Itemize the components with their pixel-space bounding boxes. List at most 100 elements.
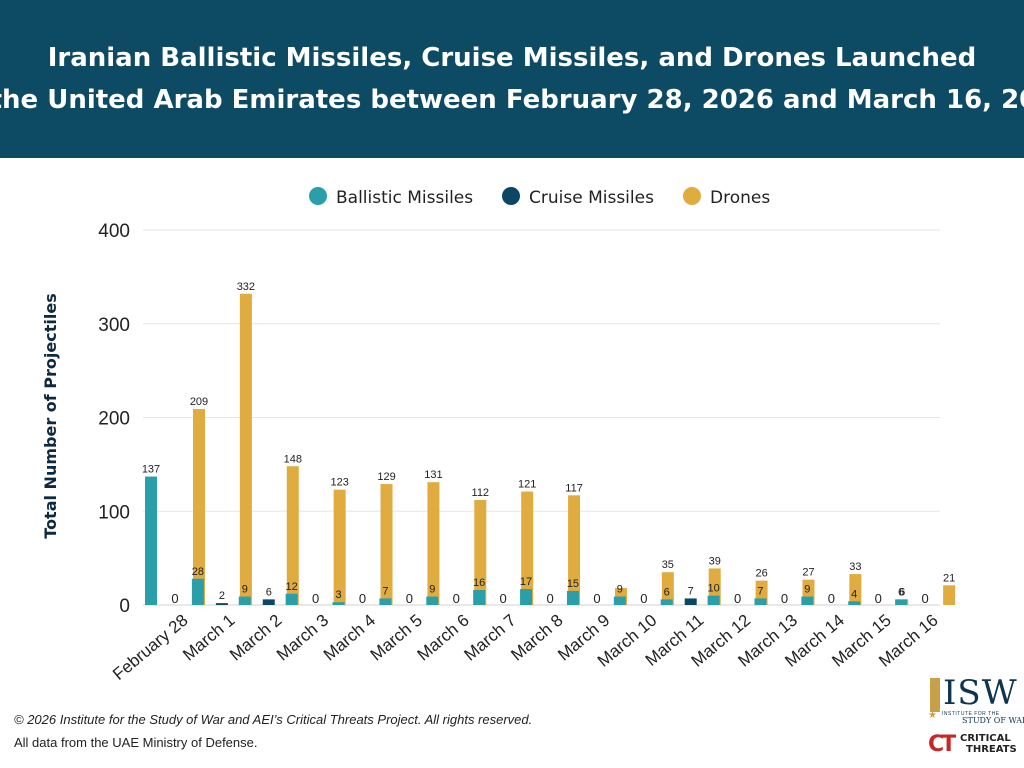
bar-ballistic-missiles: [191, 578, 204, 605]
bar-drones: [661, 572, 674, 605]
value-label: 0: [781, 591, 788, 606]
isw-subtitle-2: STUDY OF WAR: [962, 716, 1024, 725]
bar-ballistic-missiles: [801, 596, 814, 605]
value-label: 26: [755, 568, 767, 580]
bar-drones: [239, 293, 252, 605]
value-label: 33: [849, 561, 861, 573]
y-tick-label: 0: [119, 596, 130, 617]
value-label: 0: [593, 591, 600, 606]
value-label: 17: [520, 576, 532, 588]
bar-ballistic-missiles: [379, 598, 392, 605]
value-label: 121: [518, 479, 536, 491]
value-label: 9: [242, 584, 248, 596]
value-label: 0: [546, 591, 553, 606]
x-tick-label: March 2: [226, 611, 285, 665]
value-label: 0: [828, 591, 835, 606]
bar-drones: [427, 482, 440, 605]
copyright-notice: © 2026 Institute for the Study of War an…: [14, 712, 533, 727]
value-label: 123: [330, 477, 348, 489]
bar-ballistic-missiles: [754, 598, 767, 605]
bar-ballistic-missiles: [613, 596, 626, 605]
ct-wordmark-line-1: CRITICAL: [960, 733, 1011, 744]
value-label: 6: [664, 586, 670, 598]
x-tick-label: March 4: [320, 611, 379, 665]
chart-title-line-1: Iranian Ballistic Missiles, Cruise Missi…: [47, 43, 977, 73]
value-label: 15: [567, 578, 579, 590]
title-banner: Iranian Ballistic Missiles, Cruise Missi…: [0, 0, 1024, 158]
bar-ballistic-missiles: [332, 602, 345, 605]
x-tick-label: March 5: [367, 611, 426, 665]
value-label: 9: [429, 584, 435, 596]
bar-ballistic-missiles: [520, 589, 533, 605]
value-label: 27: [802, 567, 814, 579]
legend: Ballistic Missiles Cruise Missiles Drones: [309, 187, 770, 208]
bar-ballistic-missiles: [473, 590, 486, 605]
value-label: 6: [266, 586, 272, 598]
value-label: 129: [377, 471, 395, 483]
isw-subtitle-1: INSTITUTE FOR THE: [942, 711, 1000, 717]
value-label: 0: [171, 591, 178, 606]
isw-column-icon: [930, 678, 940, 712]
value-labels: 137 0 209 28 2 332 9 6 148 12 0 123 3 0 129 7 0 131 9 0 112 1…: [142, 281, 955, 606]
bar-ballistic-missiles: [238, 596, 251, 605]
x-tick-label: March 6: [414, 611, 473, 665]
y-tick-label: 200: [98, 409, 130, 430]
value-label: 9: [804, 584, 810, 596]
bar-ballistic-missiles: [145, 476, 157, 605]
x-tick-label: February 28: [109, 611, 191, 684]
value-label: 0: [640, 591, 647, 606]
value-label: 3: [335, 589, 341, 601]
bar-ballistic-missiles: [426, 596, 439, 605]
data-source-note: All data from the UAE Ministry of Defens…: [14, 735, 258, 750]
value-label: 9: [617, 584, 623, 596]
star-icon: ★: [928, 710, 937, 721]
value-label: 35: [662, 559, 674, 571]
legend-label: Cruise Missiles: [529, 188, 654, 208]
value-label: 28: [192, 566, 204, 578]
bar-ballistic-missiles: [566, 590, 579, 605]
bar-cruise-missiles: [215, 603, 228, 605]
critical-threats-logo: CT CRITICAL THREATS: [928, 730, 1018, 760]
ct-wordmark-line-2: THREATS: [966, 744, 1017, 755]
x-tick-label: March 3: [273, 611, 332, 665]
value-label: 332: [237, 281, 255, 293]
value-label: 6: [899, 586, 905, 598]
bar-drones: [943, 585, 956, 605]
isw-wordmark: ISW: [943, 673, 1018, 713]
value-label: 16: [473, 577, 485, 589]
x-tick-label: March 1: [179, 611, 238, 665]
value-label: 0: [359, 591, 366, 606]
value-label: 12: [286, 581, 298, 593]
bar-ballistic-missiles: [848, 601, 861, 605]
bar-drones: [286, 466, 299, 605]
chart-title-line-2: at the United Arab Emirates between Febr…: [0, 85, 1024, 115]
bar-drones: [474, 500, 487, 605]
value-label: 112: [472, 487, 490, 499]
isw-logo: ★ ISW INSTITUTE FOR THE STUDY OF WAR: [928, 674, 1024, 725]
value-label: 7: [688, 585, 694, 597]
value-label: 0: [500, 591, 507, 606]
bar-drones: [193, 409, 205, 605]
value-label: 209: [190, 396, 208, 408]
bar-drones: [333, 489, 346, 605]
legend-label: Drones: [710, 188, 770, 208]
value-label: 0: [734, 591, 741, 606]
value-label: 0: [312, 591, 319, 606]
value-label: 7: [757, 585, 763, 597]
value-label: 4: [851, 588, 857, 600]
y-tick-label: 400: [98, 221, 130, 242]
x-tick-label: March 8: [507, 611, 566, 665]
bar-ballistic-missiles: [707, 595, 720, 605]
value-label: 7: [382, 585, 388, 597]
value-label: 131: [424, 469, 442, 481]
value-label: 0: [406, 591, 413, 606]
x-tick-label: March 7: [460, 611, 519, 665]
y-axis: 0 100 200 300 400: [98, 221, 130, 617]
value-label: 39: [709, 555, 721, 567]
value-label: 2: [219, 590, 225, 602]
y-tick-label: 100: [98, 502, 130, 523]
bar-cruise-missiles: [262, 599, 275, 605]
bar-drones: [849, 574, 862, 605]
value-label: 117: [565, 482, 583, 494]
